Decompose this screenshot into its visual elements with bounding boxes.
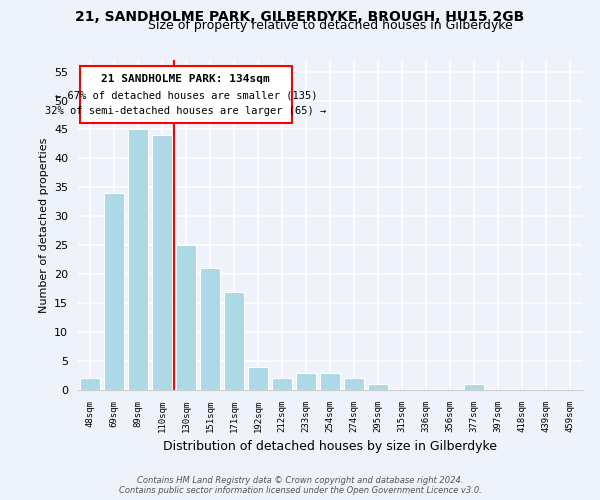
- Bar: [344, 378, 364, 390]
- Title: Size of property relative to detached houses in Gilberdyke: Size of property relative to detached ho…: [148, 20, 512, 32]
- Bar: [176, 246, 196, 390]
- Bar: [272, 378, 292, 390]
- Bar: [104, 193, 124, 390]
- Text: ← 67% of detached houses are smaller (135): ← 67% of detached houses are smaller (13…: [55, 90, 317, 101]
- Bar: [296, 372, 316, 390]
- Bar: [128, 130, 148, 390]
- FancyBboxPatch shape: [80, 66, 292, 122]
- Text: Contains HM Land Registry data © Crown copyright and database right 2024.
Contai: Contains HM Land Registry data © Crown c…: [119, 476, 481, 495]
- Text: 21, SANDHOLME PARK, GILBERDYKE, BROUGH, HU15 2GB: 21, SANDHOLME PARK, GILBERDYKE, BROUGH, …: [76, 10, 524, 24]
- Bar: [200, 268, 220, 390]
- Text: 32% of semi-detached houses are larger (65) →: 32% of semi-detached houses are larger (…: [45, 106, 326, 116]
- Bar: [368, 384, 388, 390]
- Bar: [320, 372, 340, 390]
- Y-axis label: Number of detached properties: Number of detached properties: [38, 138, 49, 312]
- Bar: [464, 384, 484, 390]
- Text: 21 SANDHOLME PARK: 134sqm: 21 SANDHOLME PARK: 134sqm: [101, 74, 270, 84]
- X-axis label: Distribution of detached houses by size in Gilberdyke: Distribution of detached houses by size …: [163, 440, 497, 454]
- Bar: [80, 378, 100, 390]
- Bar: [248, 367, 268, 390]
- Bar: [152, 136, 172, 390]
- Bar: [224, 292, 244, 390]
